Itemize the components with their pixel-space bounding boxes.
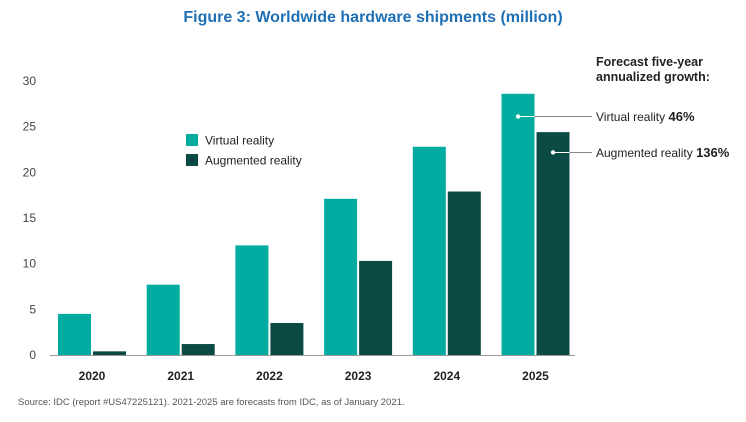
y-tick-label: 30 [23, 74, 37, 88]
x-tick-label: 2020 [79, 369, 106, 383]
vr-bar-2024 [412, 146, 446, 355]
growth-leader-lines [515, 114, 592, 155]
legend-swatch-ar [186, 154, 198, 166]
ar-leader-dot [550, 150, 556, 155]
y-tick-label: 0 [29, 348, 36, 362]
y-axis-ticks: 0 5 10 15 20 25 30 [23, 74, 37, 362]
x-tick-label: 2021 [167, 369, 194, 383]
x-tick-label: 2025 [522, 369, 549, 383]
vr-growth-label: Virtual reality [596, 110, 666, 124]
x-axis-labels: 2020 2021 2022 2023 2024 2025 [79, 369, 550, 383]
legend-label-ar: Augmented reality [205, 154, 302, 168]
ar-bar-2022 [270, 323, 304, 355]
vr-bar-2025 [501, 93, 535, 355]
ar-growth-value: 136% [696, 145, 730, 160]
x-tick-label: 2024 [433, 369, 460, 383]
source-note: Source: IDC (report #US47225121). 2021-2… [18, 397, 405, 408]
y-tick-label: 15 [23, 211, 37, 225]
x-tick-label: 2023 [345, 369, 372, 383]
bars [58, 93, 570, 355]
ar-growth-label: Augmented reality [596, 146, 693, 160]
ar-bar-2023 [359, 260, 393, 355]
legend: Virtual reality Augmented reality [186, 134, 302, 168]
ar-bar-2020 [93, 351, 126, 355]
vr-bar-2023 [324, 198, 358, 355]
forecast-heading: Forecast five-year annualized growth: [596, 55, 710, 84]
y-tick-label: 10 [23, 257, 37, 271]
ar-bar-2025 [536, 132, 570, 355]
y-tick-label: 20 [23, 165, 37, 179]
vr-growth-callout: Virtual reality 46% [596, 109, 695, 124]
vr-bar-2021 [146, 284, 180, 355]
ar-growth-callout: Augmented reality 136% [596, 145, 729, 160]
ar-bar-2021 [181, 344, 215, 355]
legend-swatch-vr [186, 134, 198, 146]
vr-bar-2022 [235, 245, 269, 355]
chart-title: Figure 3: Worldwide hardware shipments (… [183, 9, 563, 26]
vr-growth-value: 46% [668, 109, 695, 124]
y-tick-label: 5 [29, 302, 36, 316]
vr-leader-dot [515, 114, 521, 119]
y-tick-label: 25 [23, 120, 37, 134]
x-tick-label: 2022 [256, 369, 283, 383]
legend-label-vr: Virtual reality [205, 134, 274, 148]
ar-bar-2024 [447, 191, 481, 355]
vr-bar-2020 [58, 313, 91, 355]
